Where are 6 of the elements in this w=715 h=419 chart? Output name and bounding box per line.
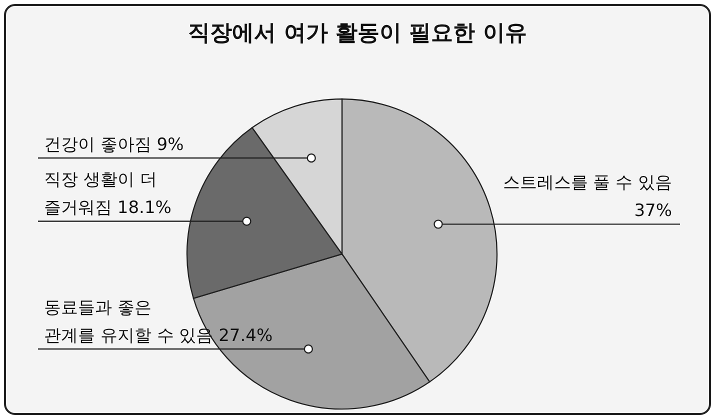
slice-label: 동료들과 좋은 관계를 유지할 수 있음 27.4%: [44, 298, 273, 346]
slice-label: 스트레스를 풀 수 있음: [502, 173, 672, 194]
slice-label: 직장 생활이 더 즐거워짐 18.1%: [44, 170, 172, 218]
slice-label: 건강이 좋아짐 9%: [44, 135, 184, 156]
chart-title: 직장에서 여가 활동이 필요한 이유: [188, 21, 527, 46]
data-label: 37%: [634, 201, 672, 222]
